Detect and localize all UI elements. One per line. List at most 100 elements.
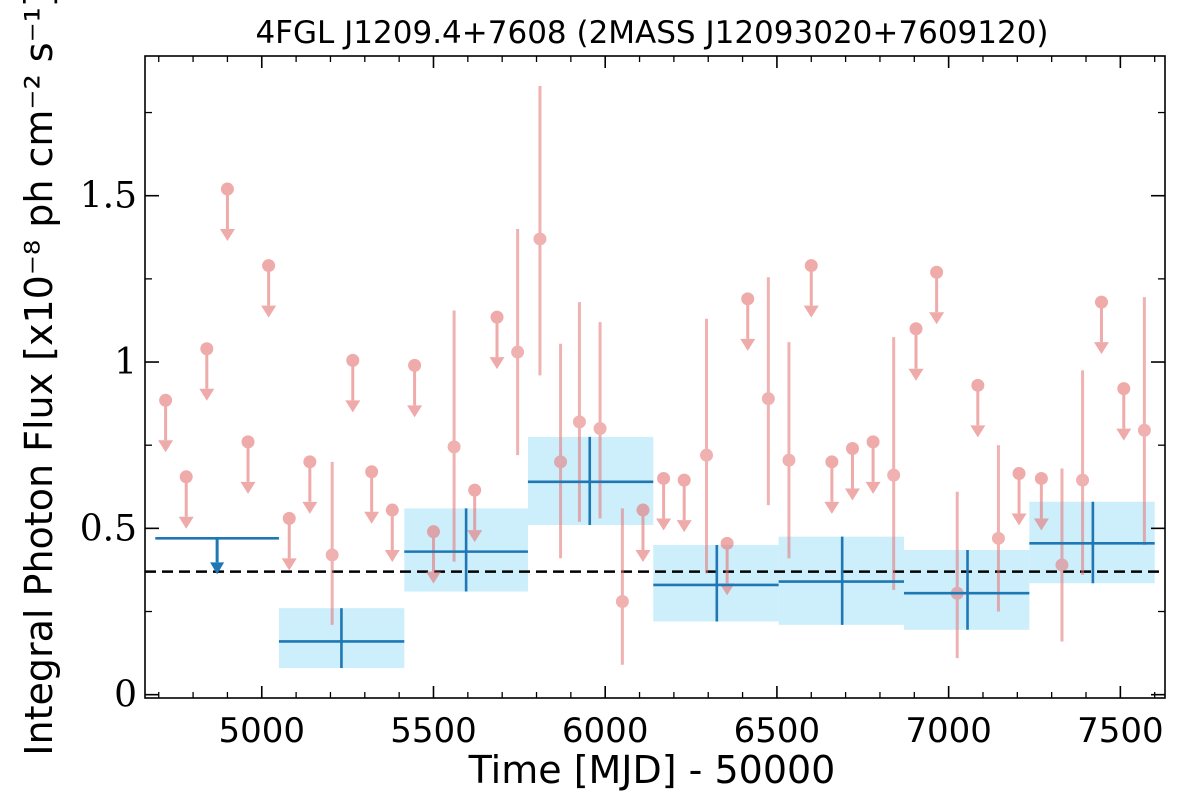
upper-limit-arrow-25 bbox=[929, 272, 945, 325]
short-bin-upper-limit-1 bbox=[178, 470, 194, 529]
short-bin-point-5 bbox=[572, 302, 586, 522]
short-bin-upper-limit-29 bbox=[1093, 295, 1109, 355]
axes: 5000 5500 6000 6500 7000 7500 0 0.5 1 1.5 bbox=[80, 55, 1166, 751]
short-bin-point-13 bbox=[991, 445, 1005, 612]
short-bin-upper-limit-7 bbox=[302, 455, 318, 514]
short-bin-upper-limit-14 bbox=[489, 310, 505, 370]
x-tick-label-0: 5000 bbox=[219, 711, 306, 751]
upper-limit-arrow-2 bbox=[199, 348, 215, 401]
long-bin-points bbox=[155, 436, 1155, 669]
upper-limit-arrow-22 bbox=[844, 448, 860, 501]
x-tick-label-3: 6500 bbox=[734, 711, 821, 751]
short-bin-marker-9 bbox=[761, 392, 775, 406]
upper-limit-arrow-0-head bbox=[158, 440, 174, 453]
short-bin-upper-limit-10 bbox=[384, 503, 400, 563]
long-bin-point-0 bbox=[278, 608, 405, 669]
upper-limit-arrow-1-head bbox=[178, 516, 194, 529]
upper-limit-arrow-18-head bbox=[719, 583, 735, 596]
short-bin-point-7 bbox=[615, 508, 629, 665]
short-bin-upper-limit-11 bbox=[407, 358, 423, 418]
short-bin-upper-limit-6 bbox=[281, 511, 297, 571]
short-bin-point-9 bbox=[761, 277, 775, 506]
upper-limit-arrow-2-head bbox=[199, 388, 215, 401]
short-bin-marker-7 bbox=[615, 595, 629, 609]
short-bin-upper-limit-0 bbox=[158, 393, 174, 453]
upper-limit-arrow-23-head bbox=[865, 481, 881, 494]
short-bin-point-6 bbox=[593, 322, 607, 519]
upper-limit-arrow-15 bbox=[635, 510, 651, 563]
short-bin-upper-limit-30 bbox=[1116, 382, 1132, 441]
upper-limit-arrow-12-head bbox=[425, 571, 441, 584]
short-bin-upper-limit-21 bbox=[824, 455, 840, 514]
short-bin-point-1 bbox=[447, 310, 461, 562]
upper-limit-arrow-30-head bbox=[1116, 428, 1132, 441]
y-tick-label-1: 0.5 bbox=[80, 508, 137, 549]
x-tick-label-4: 7000 bbox=[905, 711, 992, 751]
upper-limit-arrow-0 bbox=[158, 400, 174, 453]
x-tick-label-1: 5500 bbox=[390, 711, 477, 751]
upper-limit-arrow-8 bbox=[345, 360, 361, 413]
short-bin-upper-limit-26 bbox=[970, 378, 986, 438]
short-bin-marker-2 bbox=[511, 345, 525, 359]
y-tick-label-3: 1.5 bbox=[80, 176, 137, 217]
x-tick-label-2: 6000 bbox=[562, 711, 649, 751]
upper-limit-arrow-24-head bbox=[908, 368, 924, 381]
long-bin-point-2 bbox=[527, 436, 654, 526]
short-bin-marker-15 bbox=[1076, 473, 1090, 487]
short-bin-upper-limit-28 bbox=[1033, 471, 1049, 531]
short-bin-upper-limit-13 bbox=[467, 483, 483, 543]
short-bin-marker-11 bbox=[887, 468, 901, 482]
upper-limit-arrow-16-head bbox=[656, 518, 672, 531]
short-bin-point-4 bbox=[554, 343, 568, 559]
short-bin-marker-6 bbox=[593, 422, 607, 436]
short-bin-upper-limit-16 bbox=[656, 471, 672, 531]
x-tick-label-5: 7500 bbox=[1077, 711, 1164, 751]
upper-limit-arrow-19-head bbox=[740, 338, 756, 351]
upper-limit-arrow-10-head bbox=[384, 550, 400, 563]
upper-limit-arrow-6-head bbox=[281, 558, 297, 571]
upper-limit-arrow-15-head bbox=[635, 550, 651, 563]
short-bin-upper-limit-25 bbox=[929, 265, 945, 325]
short-bin-marker-3 bbox=[533, 232, 547, 246]
upper-limit-arrow-4-head bbox=[240, 481, 256, 494]
upper-limit-arrow-11 bbox=[407, 365, 423, 418]
upper-limit-arrow-11-head bbox=[407, 405, 423, 418]
short-bin-upper-limit-2 bbox=[199, 342, 215, 401]
upper-limit-arrow-13-head bbox=[467, 530, 483, 543]
upper-limit-arrow-8-head bbox=[345, 400, 361, 413]
short-bin-point-15 bbox=[1076, 370, 1090, 575]
short-bin-point-10 bbox=[782, 342, 796, 559]
short-bin-upper-limit-17 bbox=[676, 473, 692, 533]
upper-limit-arrow-27 bbox=[1011, 473, 1027, 526]
long-bin-point-1 bbox=[404, 508, 528, 592]
upper-limit-arrow-19 bbox=[740, 298, 756, 351]
upper-limit-arrow-30 bbox=[1116, 388, 1132, 441]
short-bin-upper-limit-8 bbox=[345, 353, 361, 413]
upper-limit-arrow-1 bbox=[178, 476, 194, 529]
short-bin-upper-limit-24 bbox=[908, 322, 924, 381]
short-bin-point-11 bbox=[887, 337, 901, 590]
upper-limit-arrow-22-head bbox=[844, 488, 860, 501]
upper-limit-arrow-21 bbox=[824, 461, 840, 514]
upper-limit-arrow-25-head bbox=[929, 312, 945, 325]
short-bin-upper-limit-3 bbox=[219, 182, 235, 242]
upper-limit-arrow-5 bbox=[261, 265, 277, 318]
short-bin-point-16 bbox=[1137, 297, 1151, 545]
upper-limit-arrow-17-head bbox=[676, 520, 692, 533]
short-bin-marker-16 bbox=[1137, 423, 1151, 437]
short-bin-point-8 bbox=[700, 318, 714, 574]
y-tick-label-2: 1 bbox=[114, 342, 137, 383]
long-bin-ul-arrow-0 bbox=[210, 538, 225, 575]
upper-limit-arrow-14-head bbox=[489, 357, 505, 370]
short-bin-marker-1 bbox=[447, 440, 461, 454]
short-bin-upper-limit-27 bbox=[1011, 466, 1027, 526]
short-bin-upper-limit-9 bbox=[364, 465, 380, 524]
upper-limit-arrow-24 bbox=[908, 328, 924, 381]
short-bin-marker-5 bbox=[572, 415, 586, 429]
short-bin-upper-limit-18 bbox=[719, 536, 735, 596]
long-bin-point-5 bbox=[903, 549, 1030, 630]
upper-limit-arrow-10 bbox=[384, 510, 400, 563]
long-bin-point-3 bbox=[653, 544, 779, 622]
